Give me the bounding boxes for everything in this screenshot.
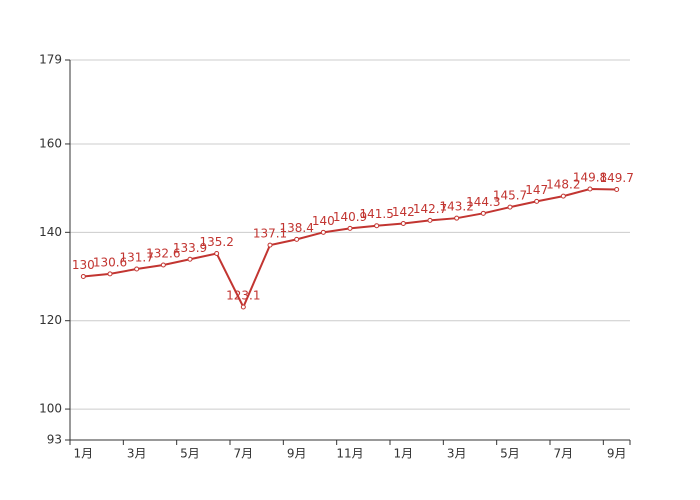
value-label: 141.5: [359, 207, 393, 221]
x-tick-label: 1月: [394, 447, 414, 461]
x-tick-label: 3月: [127, 447, 147, 461]
value-label: 149.7: [599, 171, 633, 185]
y-tick-label: 160: [39, 136, 62, 150]
x-tick-label: 7月: [554, 447, 574, 461]
y-tick-label: 120: [39, 313, 62, 327]
y-tick-label: 100: [39, 402, 62, 416]
x-tick-label: 9月: [287, 447, 307, 461]
point: [80, 274, 86, 280]
x-tick-label: 7月: [234, 447, 254, 461]
value-label: 137.1: [253, 227, 287, 241]
point: [374, 223, 380, 229]
point: [614, 186, 620, 192]
point: [240, 304, 246, 310]
x-tick-label: 9月: [607, 447, 627, 461]
point: [507, 204, 513, 210]
value-label: 149.8: [573, 171, 607, 185]
value-label: 123.1: [226, 289, 260, 303]
point: [534, 198, 540, 204]
y-tick-label: 93: [47, 433, 62, 447]
point: [587, 186, 593, 192]
value-label: 133.9: [173, 241, 207, 255]
point: [454, 215, 460, 221]
point: [320, 229, 326, 235]
value-label: 143.2: [439, 200, 473, 214]
x-tick-label: 1月: [74, 447, 94, 461]
value-label: 140: [312, 214, 335, 228]
y-tick-label: 179: [39, 53, 62, 67]
value-label: 144.3: [466, 195, 500, 209]
point: [160, 262, 166, 268]
point: [347, 225, 353, 231]
value-label: 145.7: [493, 189, 527, 203]
x-tick-label: 5月: [500, 447, 520, 461]
point: [107, 271, 113, 277]
value-label: 130.6: [93, 255, 127, 269]
value-label: 140.9: [333, 210, 367, 224]
point: [294, 236, 300, 242]
point: [480, 210, 486, 216]
value-label: 135.2: [199, 235, 233, 249]
point: [134, 266, 140, 272]
value-label: 142: [392, 205, 415, 219]
x-tick-label: 11月: [336, 447, 363, 461]
y-tick-label: 140: [39, 225, 62, 239]
point: [560, 193, 566, 199]
value-label: 132.6: [146, 247, 180, 261]
value-label: 130: [72, 258, 95, 272]
value-label: 142.7: [413, 202, 447, 216]
x-tick-label: 5月: [180, 447, 200, 461]
point: [214, 251, 220, 257]
value-label: 138.4: [279, 221, 313, 235]
value-label: 131.7: [119, 251, 153, 265]
value-label: 148.2: [546, 178, 580, 192]
value-label: 147: [525, 183, 548, 197]
point: [400, 220, 406, 226]
point: [187, 256, 193, 262]
point: [267, 242, 273, 248]
x-tick-label: 3月: [447, 447, 467, 461]
point: [427, 217, 433, 223]
